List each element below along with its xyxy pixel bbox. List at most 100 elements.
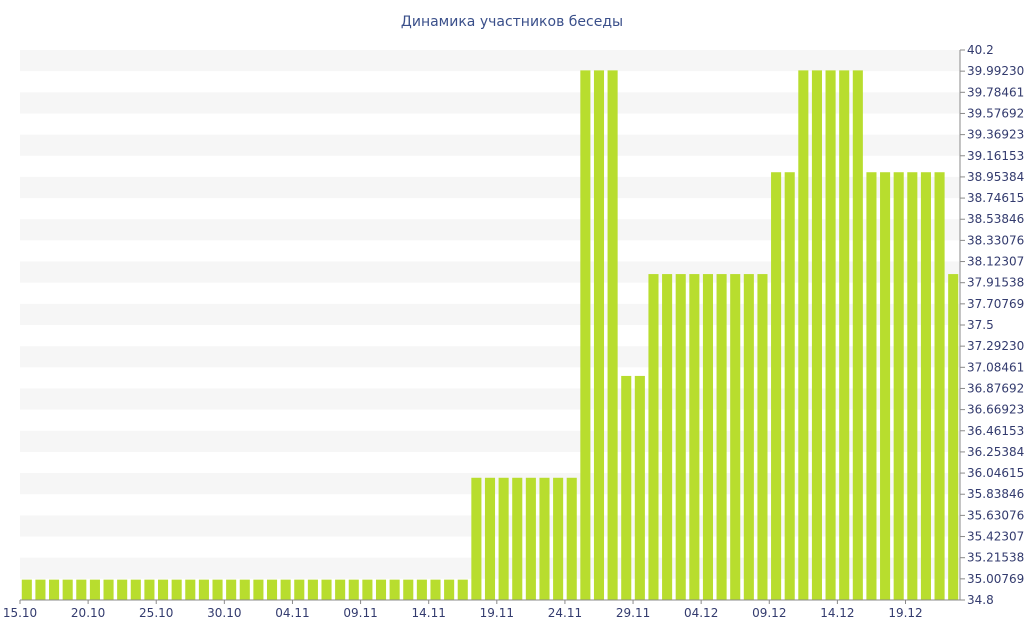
x-tick-label: 14.12 <box>820 606 854 620</box>
bar <box>893 172 904 600</box>
grid-band <box>20 92 960 114</box>
bar <box>239 579 250 600</box>
y-tick-label: 39.99230 <box>967 64 1024 78</box>
bar <box>484 477 496 600</box>
x-tick-label: 20.10 <box>71 606 105 620</box>
y-tick-label: 34.8 <box>967 593 994 607</box>
bar <box>675 274 686 600</box>
y-tick-label: 36.04615 <box>967 466 1024 480</box>
x-tick-label: 30.10 <box>207 606 241 620</box>
y-tick-label: 38.33076 <box>967 233 1024 247</box>
grid-band <box>20 219 960 241</box>
chart-title: Динамика участников беседы <box>400 14 624 30</box>
bar <box>689 274 700 600</box>
bar <box>226 579 237 600</box>
x-tick-label: 09.12 <box>752 606 786 620</box>
bar <box>634 375 645 600</box>
bar <box>880 172 891 600</box>
bar <box>294 579 305 600</box>
bar <box>266 579 278 600</box>
bar <box>212 579 223 600</box>
bar <box>593 70 605 601</box>
bar <box>798 70 809 601</box>
bar <box>662 274 673 600</box>
y-tick-label: 37.29230 <box>967 339 1024 353</box>
bar <box>730 274 741 600</box>
grid-band <box>20 176 960 199</box>
bar <box>389 579 400 600</box>
bar <box>825 70 836 601</box>
y-tick-label: 35.83846 <box>967 487 1024 501</box>
y-tick-label: 39.36923 <box>967 128 1024 142</box>
bar <box>607 70 618 601</box>
bar <box>934 172 945 600</box>
y-tick-label: 37.08461 <box>967 360 1024 374</box>
bar <box>375 579 387 600</box>
bar <box>811 70 822 601</box>
y-tick-label: 37.70769 <box>967 297 1024 311</box>
bar <box>103 579 114 600</box>
y-tick-label: 38.95384 <box>967 170 1024 184</box>
bar <box>771 172 782 600</box>
bar <box>920 172 931 600</box>
bar <box>198 579 209 600</box>
bar <box>539 477 550 600</box>
bar <box>185 579 196 600</box>
grid-band <box>20 134 960 156</box>
bar <box>757 274 768 600</box>
bar <box>580 70 591 601</box>
x-tick-label: 09.11 <box>343 606 377 620</box>
bar <box>89 579 100 600</box>
y-tick-label: 38.12307 <box>967 255 1024 269</box>
bar <box>457 579 468 600</box>
y-tick-label: 36.25384 <box>967 445 1024 459</box>
x-tick-label: 29.11 <box>616 606 650 620</box>
bar <box>130 579 141 600</box>
bar <box>76 579 87 600</box>
y-tick-label: 35.63076 <box>967 508 1024 522</box>
bar <box>416 579 427 600</box>
bar <box>553 477 564 600</box>
bar <box>171 579 182 600</box>
bar <box>498 477 509 600</box>
bar <box>362 579 373 600</box>
y-tick-label: 35.21538 <box>967 551 1024 565</box>
bar <box>566 477 577 600</box>
y-tick-label: 38.53846 <box>967 212 1024 226</box>
x-tick-label: 15.10 <box>3 606 37 620</box>
bar <box>158 579 169 600</box>
bar <box>21 579 32 600</box>
bar <box>253 579 264 600</box>
y-tick-label: 37.5 <box>967 318 994 332</box>
bar <box>716 274 727 600</box>
bar <box>621 375 632 600</box>
bar <box>702 274 714 600</box>
bar <box>784 172 795 600</box>
bar <box>444 579 455 600</box>
y-tick-label: 40.2 <box>967 43 994 57</box>
bar <box>62 579 73 600</box>
y-tick-label: 39.16153 <box>967 149 1024 163</box>
x-tick-label: 04.11 <box>275 606 309 620</box>
x-tick-label: 19.12 <box>888 606 922 620</box>
bar <box>307 579 318 600</box>
bar <box>144 579 155 600</box>
bar <box>471 477 482 600</box>
bar <box>648 274 659 600</box>
bar <box>512 477 523 600</box>
bar <box>907 172 918 600</box>
x-tick-label: 19.11 <box>480 606 514 620</box>
y-tick-label: 35.42307 <box>967 530 1024 544</box>
grid-band <box>20 50 960 72</box>
bar <box>839 70 850 601</box>
bar <box>866 172 877 600</box>
bar <box>525 477 536 600</box>
x-tick-label: 24.11 <box>548 606 582 620</box>
x-tick-label: 14.11 <box>412 606 446 620</box>
y-tick-label: 38.74615 <box>967 191 1024 205</box>
bar <box>948 274 959 600</box>
y-tick-label: 36.46153 <box>967 424 1024 438</box>
bar <box>280 579 291 600</box>
bar <box>335 579 346 600</box>
